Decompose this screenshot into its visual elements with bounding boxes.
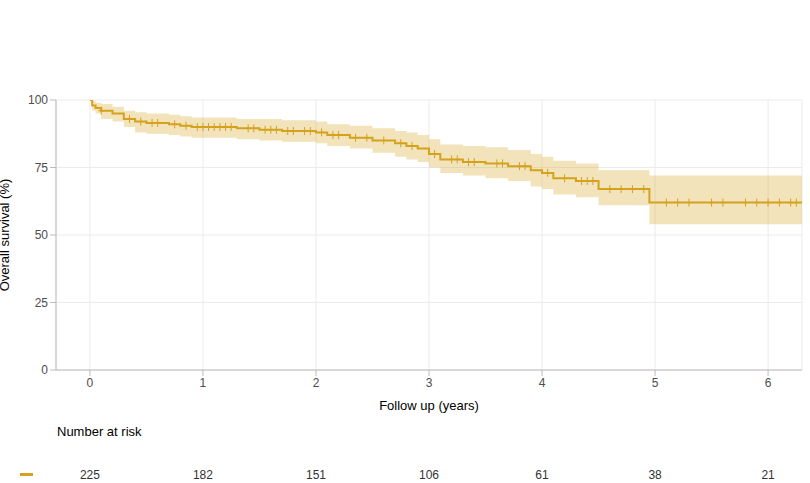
svg-text:38: 38: [648, 468, 662, 482]
html-text:Number at risk: Number at risk: [57, 424, 142, 439]
svg-text:25: 25: [35, 296, 49, 310]
svg-text:0: 0: [41, 363, 48, 377]
svg-text:5: 5: [652, 376, 659, 390]
svg-text:106: 106: [419, 468, 439, 482]
svg-text:6: 6: [765, 376, 772, 390]
svg-text:182: 182: [193, 468, 213, 482]
svg-text:61: 61: [535, 468, 549, 482]
svg-text:75: 75: [35, 161, 49, 175]
svg-text:0: 0: [87, 376, 94, 390]
svg-text:2: 2: [313, 376, 320, 390]
svg-text:Overall survival (%): Overall survival (%): [8, 179, 12, 292]
svg-text:4: 4: [539, 376, 546, 390]
svg-text:50: 50: [35, 228, 49, 242]
svg-text:Follow up (years): Follow up (years): [379, 398, 479, 413]
svg-text:21: 21: [761, 468, 775, 482]
svg-text:100: 100: [28, 93, 48, 107]
svg-text:1: 1: [200, 376, 207, 390]
svg-text:225: 225: [80, 468, 100, 482]
svg-text:151: 151: [306, 468, 326, 482]
svg-text:3: 3: [426, 376, 433, 390]
